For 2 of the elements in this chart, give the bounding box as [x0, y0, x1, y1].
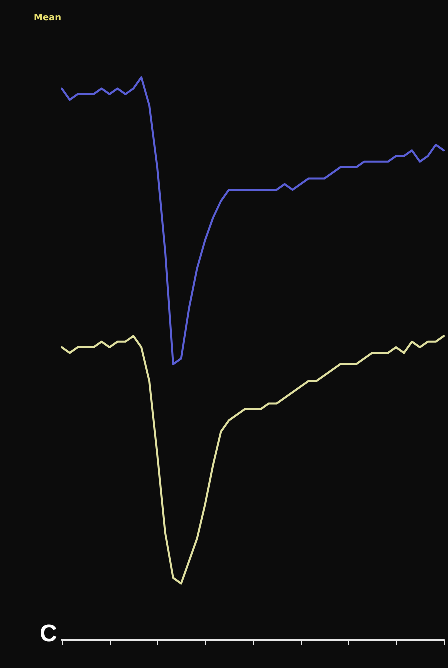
text: Mean — [34, 14, 62, 24]
text: C — [40, 620, 58, 648]
